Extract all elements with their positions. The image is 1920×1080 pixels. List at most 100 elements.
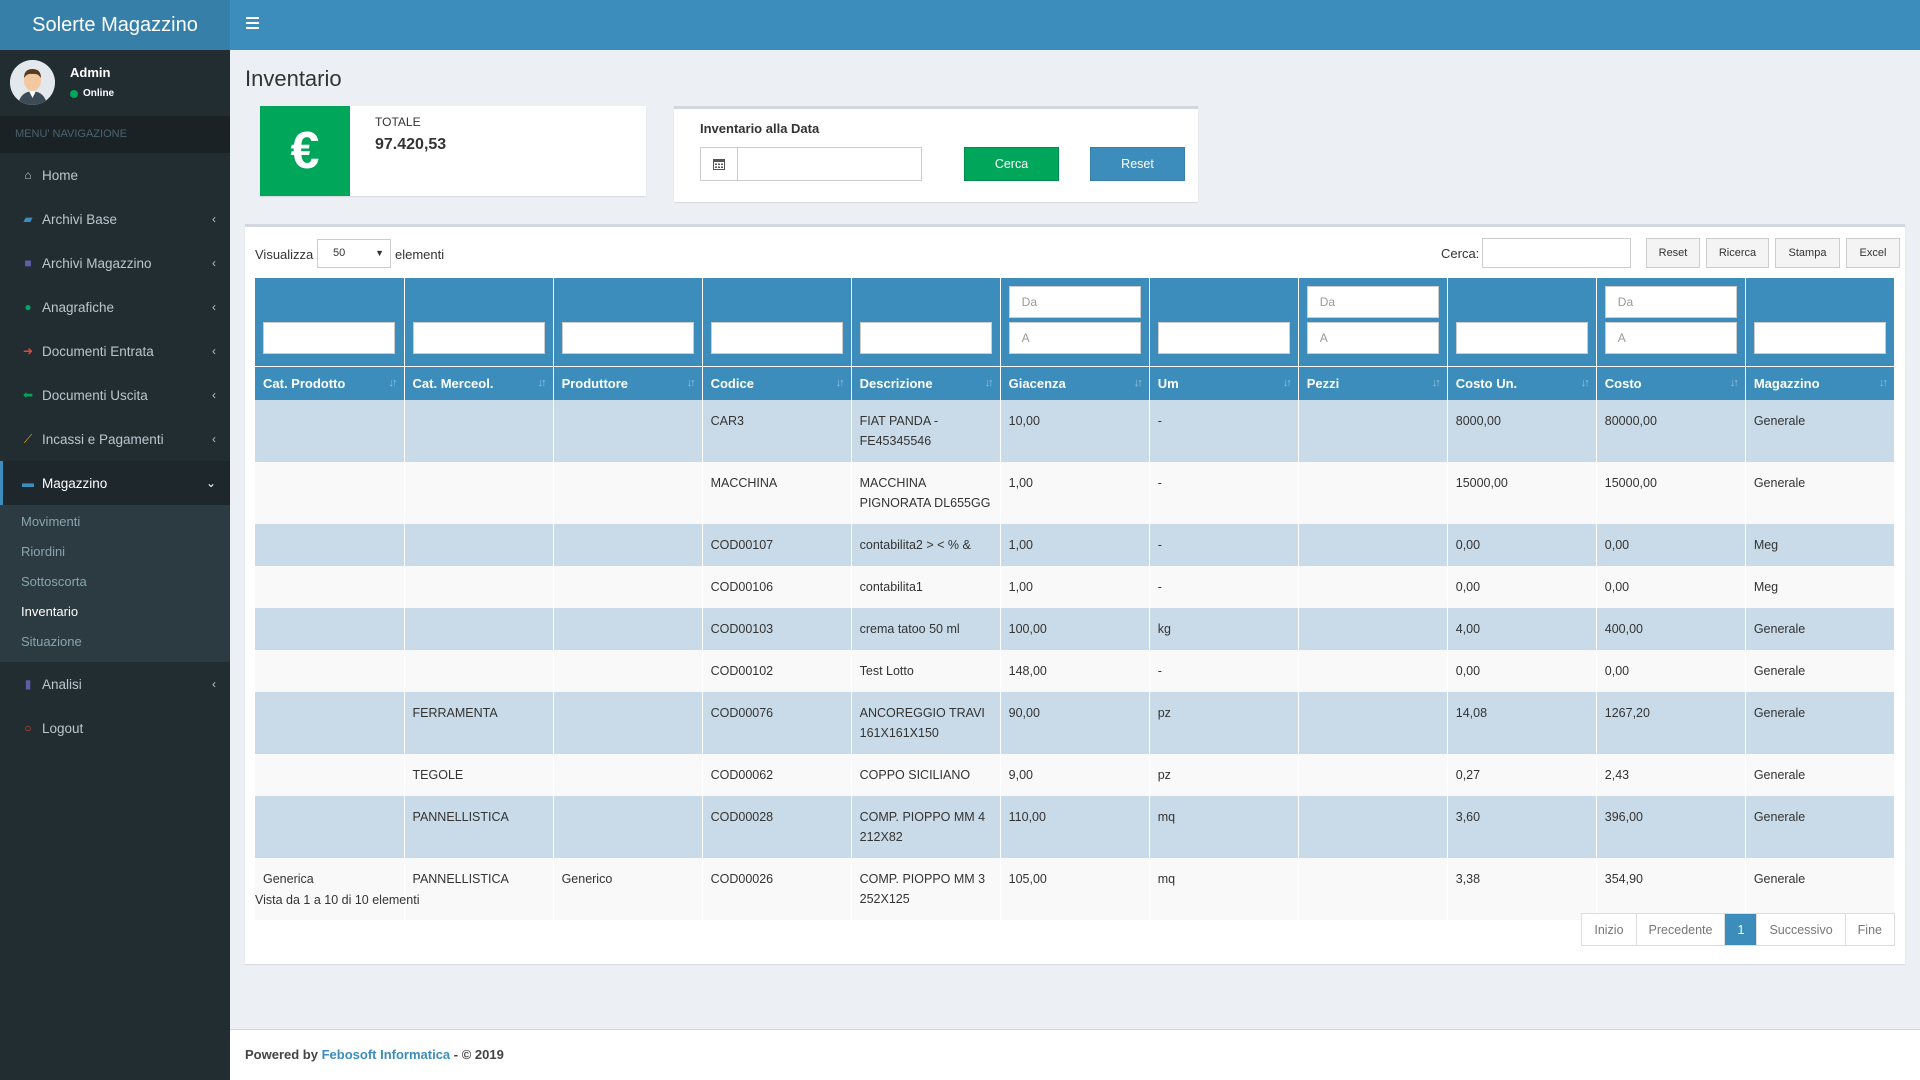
sidebar-item-label: Archivi Base bbox=[42, 211, 118, 227]
table-cell: Generale bbox=[1745, 692, 1896, 754]
pagination-last[interactable]: Fine bbox=[1845, 914, 1894, 945]
filter-pezzi-to-input[interactable]: A bbox=[1306, 322, 1439, 354]
table-cell: 396,00 bbox=[1596, 796, 1746, 858]
user-status-label: Online bbox=[83, 88, 115, 99]
pagination-prev[interactable]: Precedente bbox=[1636, 914, 1726, 945]
column-header-cat-merceol[interactable]: Cat. Merceol. ↓↑ bbox=[404, 365, 554, 400]
filter-descrizione-input[interactable] bbox=[859, 322, 992, 354]
filter-cat-prodotto-input[interactable] bbox=[263, 322, 395, 354]
filter-cat-merceol-input[interactable] bbox=[412, 322, 545, 354]
column-header-label: Giacenza bbox=[1008, 375, 1066, 391]
filter-costo-un-input[interactable] bbox=[1455, 322, 1588, 354]
sidebar-item-home[interactable]: ⌂ Home bbox=[0, 153, 230, 197]
table-cell: mq bbox=[1149, 796, 1299, 858]
column-header-label: Cat. Merceol. bbox=[412, 375, 494, 391]
filter-um-input[interactable] bbox=[1157, 322, 1290, 354]
sidebar-item-label: Home bbox=[42, 167, 79, 183]
table-cell: Generale bbox=[1745, 796, 1896, 858]
column-header-costo[interactable]: Costo ↓↑ bbox=[1596, 365, 1746, 400]
table-cell: COD00076 bbox=[702, 692, 852, 754]
table-row[interactable]: PANNELLISTICA COD00028 COMP. PIOPPO MM 4 2… bbox=[255, 796, 1896, 858]
date-reset-button[interactable]: Reset bbox=[1090, 147, 1185, 181]
column-header-magazzino[interactable]: Magazzino ↓↑ bbox=[1745, 365, 1896, 400]
column-header-descrizione[interactable]: Descrizione ↓↑ bbox=[851, 365, 1001, 400]
table-cell: 354,90 bbox=[1596, 858, 1746, 920]
column-header-costo-un[interactable]: Costo Un. ↓↑ bbox=[1447, 365, 1597, 400]
column-header-pezzi[interactable]: Pezzi ↓↑ bbox=[1298, 365, 1448, 400]
sidebar-item-logout[interactable]: ○ Logout bbox=[0, 706, 230, 750]
calendar-icon[interactable] bbox=[700, 147, 738, 181]
submenu-item-riordini[interactable]: Riordini bbox=[21, 544, 66, 559]
table-row[interactable]: COD00106 contabilita1 1,00-0,00 0,00 Meg bbox=[255, 566, 1896, 608]
filter-costo-to-input[interactable]: A bbox=[1604, 322, 1737, 354]
filter-giacenza-to-input[interactable]: A bbox=[1008, 322, 1141, 354]
table-cell: mq bbox=[1149, 858, 1299, 920]
footer-prefix: Powered by bbox=[245, 1047, 318, 1062]
submenu-item-situazione[interactable]: Situazione bbox=[21, 634, 82, 649]
arrow-right-icon: ➜ bbox=[22, 344, 34, 358]
footer-company-link[interactable]: Febosoft Informatica bbox=[321, 1047, 451, 1062]
sidebar-item-archivi-base[interactable]: ▰ Archivi Base ‹ bbox=[0, 197, 230, 241]
sidebar-item-incassi-pagamenti[interactable]: ⟋ Incassi e Pagamenti ‹ bbox=[0, 417, 230, 461]
table-row[interactable]: Generica PANNELLISTICA Generico COD00026 COM… bbox=[255, 858, 1896, 920]
submenu-item-movimenti[interactable]: Movimenti bbox=[21, 514, 81, 529]
submenu-item-inventario[interactable]: Inventario bbox=[21, 604, 79, 619]
filter-costo-from-input[interactable]: Da bbox=[1604, 286, 1737, 318]
sidebar-item-archivi-magazzino[interactable]: ■ Archivi Magazzino ‹ bbox=[0, 241, 230, 285]
cerca-button[interactable]: Cerca bbox=[964, 147, 1059, 181]
filter-giacenza-from-input[interactable]: Da bbox=[1008, 286, 1141, 318]
table-cell: pz bbox=[1149, 754, 1299, 796]
ricerca-button[interactable]: Ricerca bbox=[1706, 238, 1769, 268]
table-cell: 1,00 bbox=[1000, 462, 1150, 524]
sidebar-item-documenti-uscita[interactable]: ⬅ Documenti Uscita ‹ bbox=[0, 373, 230, 417]
column-header-um[interactable]: Um ↓↑ bbox=[1149, 365, 1299, 400]
table-cell bbox=[404, 566, 554, 608]
home-icon: ⌂ bbox=[24, 168, 32, 182]
table-row[interactable]: COD00107 contabilita2 > < % & 1,00- 0,00 0,0… bbox=[255, 524, 1896, 566]
submenu-item-sottoscorta[interactable]: Sottoscorta bbox=[21, 574, 87, 589]
column-header-giacenza[interactable]: Giacenza ↓↑ bbox=[1000, 365, 1150, 400]
excel-button[interactable]: Excel bbox=[1846, 238, 1900, 268]
filter-pezzi-from-input[interactable]: Da bbox=[1306, 286, 1439, 318]
column-header-cat-prodotto[interactable]: Cat. Prodotto ↓↑ bbox=[255, 365, 405, 400]
pagination-page[interactable]: 1 bbox=[1725, 914, 1758, 945]
stampa-button[interactable]: Stampa bbox=[1775, 238, 1840, 268]
sidebar-item-documenti-entrata[interactable]: ➜ Documenti Entrata ‹ bbox=[0, 329, 230, 373]
table-cell: 0,00 bbox=[1447, 650, 1597, 692]
table-row[interactable]: TEGOLE COD00062 COPPO SICILIANO 9,00 pz 0,27 2… bbox=[255, 754, 1896, 796]
table-cell bbox=[404, 400, 554, 462]
date-input[interactable] bbox=[737, 147, 922, 181]
pagination-next[interactable]: Successivo bbox=[1757, 914, 1846, 945]
filter-codice-input[interactable] bbox=[710, 322, 843, 354]
column-header-produttore[interactable]: Produttore ↓↑ bbox=[553, 365, 703, 400]
table-row[interactable]: FERRAMENTA COD00076 ANCOREGGIO TRAVI 161X1… bbox=[255, 692, 1896, 754]
table-cell: Generica bbox=[255, 858, 405, 920]
column-header-codice[interactable]: Codice ↓↑ bbox=[702, 365, 852, 400]
table-cell: 3,60 bbox=[1447, 796, 1597, 858]
elements-label: elementi bbox=[395, 247, 445, 262]
filter-produttore-input[interactable] bbox=[561, 322, 694, 354]
sidebar-item-anagrafiche[interactable]: ● Anagrafiche ‹ bbox=[0, 285, 230, 329]
table-row[interactable]: CAR3 FIAT PANDA - FE45345546 10,00- 8000,00… bbox=[255, 400, 1896, 462]
table-cell: FIAT PANDA - FE45345546 bbox=[851, 400, 1001, 462]
pagination-first[interactable]: Inizio bbox=[1582, 914, 1637, 945]
arrow-left-icon: ⬅ bbox=[22, 388, 34, 402]
page-size-select[interactable]: 50 ▼ bbox=[317, 239, 391, 268]
table-reset-button[interactable]: Reset bbox=[1646, 238, 1700, 268]
sidebar-item-label: Anagrafiche bbox=[42, 299, 115, 315]
table-cell: PANNELLISTICA bbox=[404, 796, 554, 858]
sidebar-toggle-icon[interactable] bbox=[246, 17, 259, 29]
filter-magazzino-input[interactable] bbox=[1753, 322, 1886, 354]
main-content: Inventario € TOTALE 97.420,53 Inventario… bbox=[230, 50, 1920, 1080]
table-cell: 0,00 bbox=[1596, 566, 1746, 608]
table-cell bbox=[404, 462, 554, 524]
table-row[interactable]: MACCHINA MACCHINA PIGNORATA DL655GG 1,00- 1… bbox=[255, 462, 1896, 524]
table-row[interactable]: COD00102 Test Lotto 148,00-0,00 0,00 General… bbox=[255, 650, 1896, 692]
app-logo[interactable]: Solerte Magazzino bbox=[0, 0, 230, 50]
search-input[interactable] bbox=[1482, 238, 1631, 268]
sidebar-item-analisi[interactable]: ▮ Analisi ‹ bbox=[0, 662, 230, 706]
column-header-label: Pezzi bbox=[1306, 375, 1340, 391]
table-row[interactable]: COD00103 crema tatoo 50 ml 100,00 kg 4,00 400… bbox=[255, 608, 1896, 650]
sidebar-item-magazzino[interactable]: ▬ Magazzino ⌄ bbox=[0, 461, 230, 505]
sidebar-item-label: Magazzino bbox=[42, 475, 108, 491]
